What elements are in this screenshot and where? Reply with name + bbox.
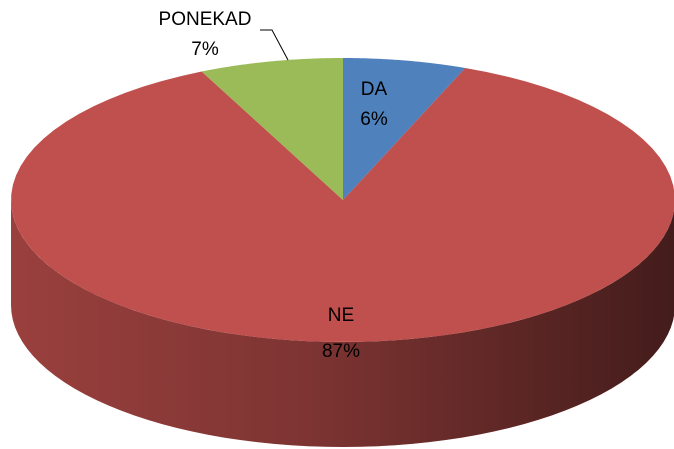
slice [343,58,466,200]
slice [11,67,674,342]
data-label-category: PONEKAD [159,9,252,30]
data-label-value: 6% [360,109,388,130]
leader-line [260,29,289,61]
data-label-value: 7% [191,39,219,60]
data-label-category: DA [361,79,388,100]
data-label-value: 87% [322,341,360,362]
slice-side-shade [11,200,674,447]
slice [201,58,343,200]
data-label-category: NE [328,305,354,326]
